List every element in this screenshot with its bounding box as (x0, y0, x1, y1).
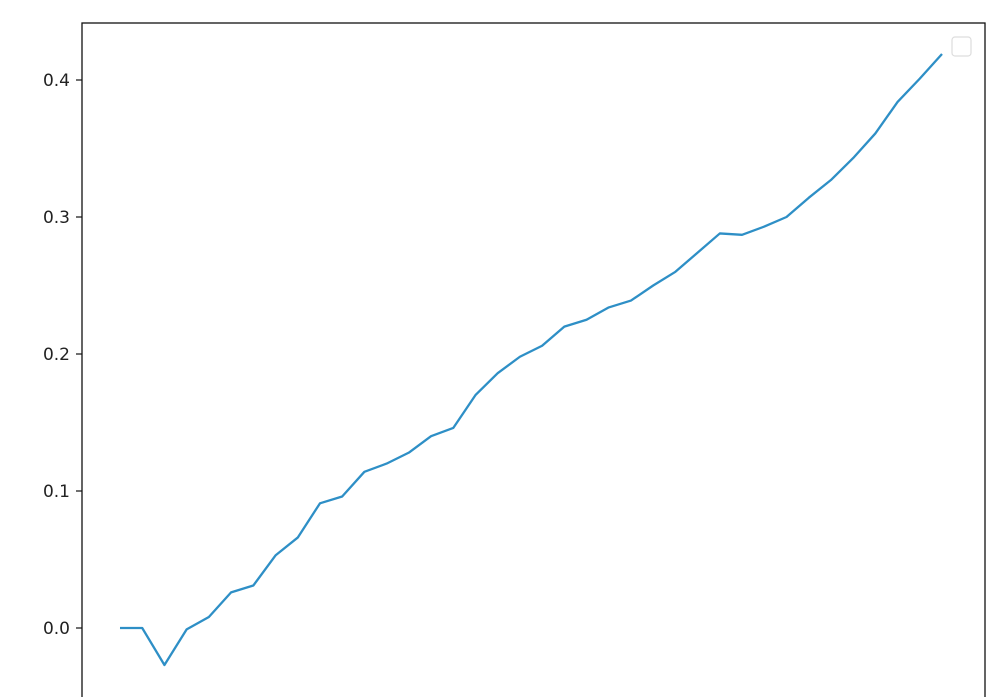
y-tick-label: 0.3 (43, 208, 70, 228)
legend-box (951, 36, 972, 57)
series-line (120, 53, 943, 667)
y-tick-label: 0.2 (43, 345, 70, 365)
y-tick-label: 0.1 (43, 482, 70, 502)
y-tick-label: 0.0 (43, 619, 70, 639)
plot-frame (81, 22, 986, 697)
y-tick-label: 0.4 (43, 71, 70, 91)
